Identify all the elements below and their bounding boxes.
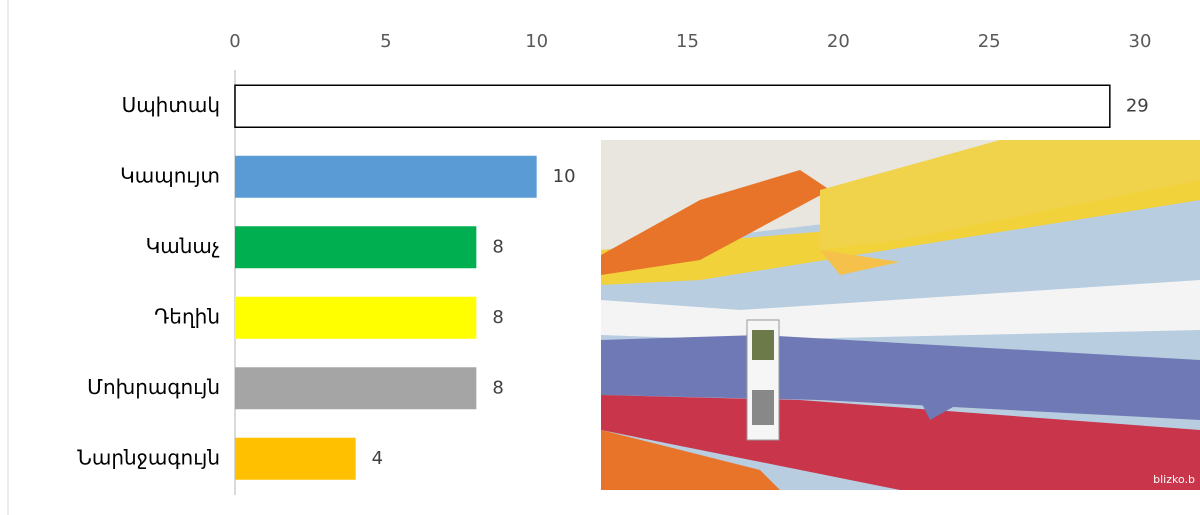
x-tick-label: 25 — [978, 31, 1001, 52]
bar — [235, 437, 356, 480]
x-tick-label: 30 — [1129, 31, 1152, 52]
category-label: Կանաչ — [146, 234, 220, 258]
bar — [235, 226, 477, 269]
value-label: 8 — [492, 307, 503, 328]
bar — [235, 367, 477, 410]
value-label: 8 — [492, 236, 503, 257]
category-label: Կապույտ — [120, 163, 220, 187]
value-label: 8 — [492, 377, 503, 398]
bar — [235, 155, 537, 198]
value-label: 10 — [553, 166, 576, 187]
x-tick-label: 15 — [676, 31, 699, 52]
category-label: Մոխրագույն — [87, 375, 220, 399]
bar — [234, 84, 1111, 128]
x-tick-label: 10 — [525, 31, 548, 52]
category-label: Նարնջագույն — [77, 445, 220, 469]
category-label: Դեղին — [154, 304, 220, 328]
value-label: 4 — [372, 448, 383, 469]
photo: blizko.b — [601, 140, 1200, 490]
x-tick-label: 0 — [229, 31, 240, 52]
photo-watermark: blizko.b — [1153, 473, 1195, 486]
x-tick-label: 5 — [380, 31, 391, 52]
value-label: 29 — [1126, 95, 1149, 116]
category-label: Սպիտակ — [122, 93, 220, 117]
x-tick-label: 20 — [827, 31, 850, 52]
bar — [235, 296, 477, 339]
